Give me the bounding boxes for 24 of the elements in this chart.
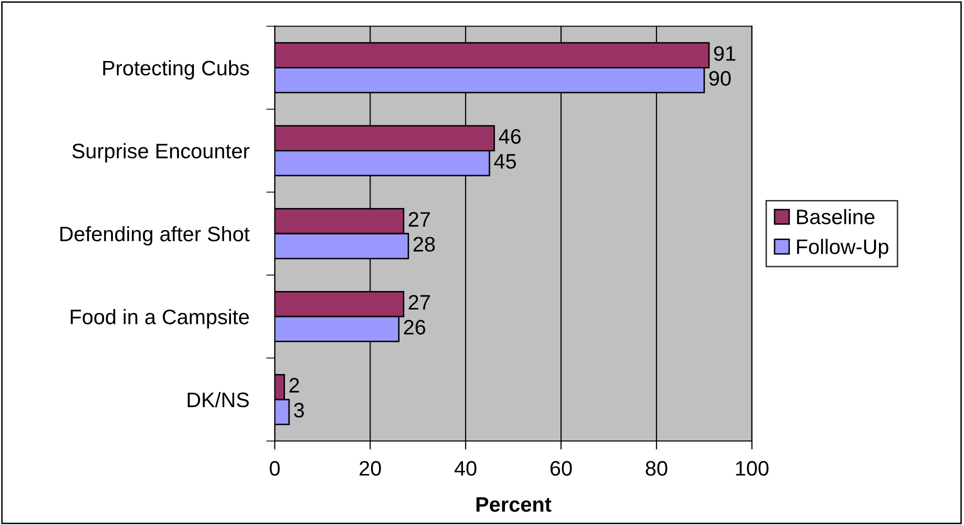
x-tick-label: 40 [454,460,476,476]
data-label: 3 [294,402,304,418]
x-tick-label: 80 [646,460,668,476]
data-label: 46 [498,129,521,144]
data-label: 27 [408,212,430,227]
x-tick-label: 60 [550,460,572,476]
y-tick-label: Protecting Cubs [103,60,249,80]
data-label: 2 [290,378,299,392]
x-axis-title: Percent [476,497,552,512]
data-label: 90 [709,71,731,86]
data-label: 91 [714,46,736,61]
data-label: 26 [404,320,426,335]
y-tick-label: Surprise Encounter [72,143,250,163]
y-tick-label: DK/NS [188,392,249,408]
y-tick-label: Food in a Campsite [70,309,249,328]
data-label: 28 [414,236,435,252]
x-tick-label: 0 [270,460,280,476]
legend-label: Follow-Up [797,238,888,258]
y-tick-label: Defending after Shot [60,226,250,246]
data-label: 27 [408,294,430,310]
x-tick-label: 100 [736,460,768,476]
x-tick-label: 20 [360,460,381,476]
data-label: 45 [494,154,516,169]
legend-label: Baseline [797,208,874,224]
